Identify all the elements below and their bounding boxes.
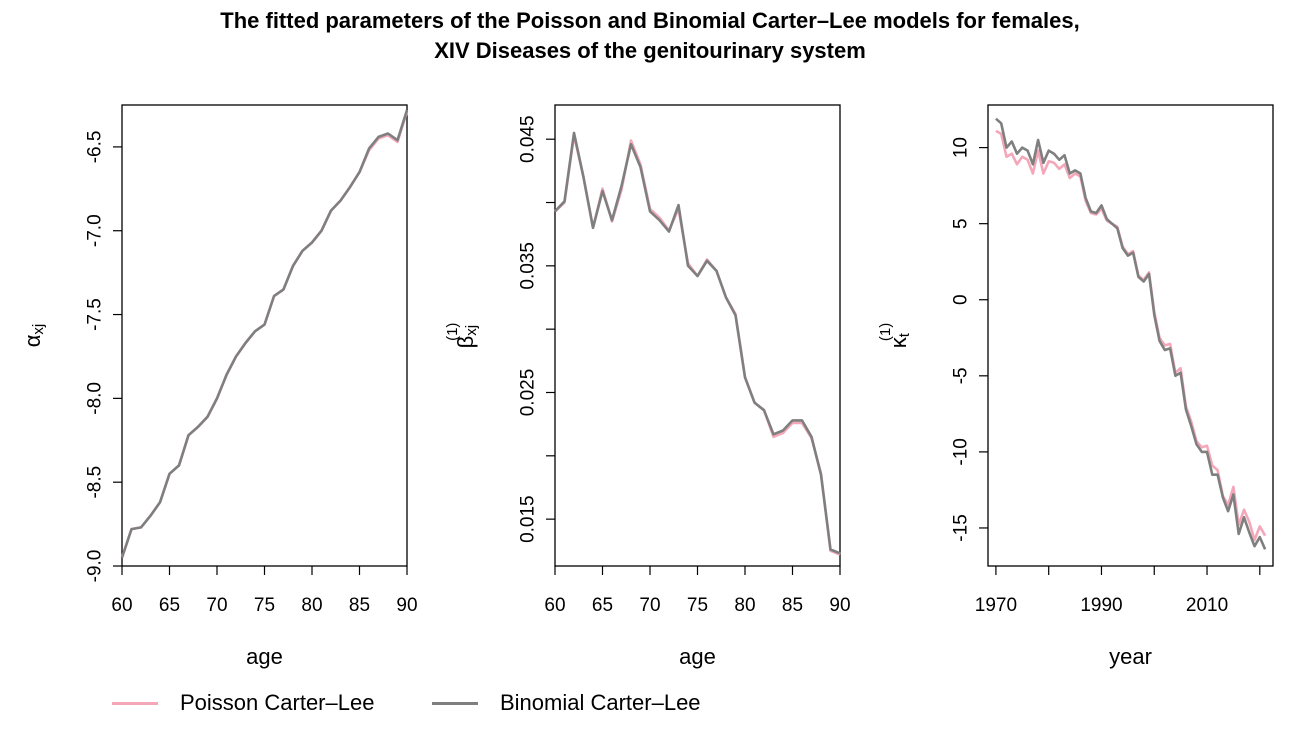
panel-1-frame xyxy=(121,104,408,567)
x-axis-label: age xyxy=(246,644,283,669)
y-tick-label: 5 xyxy=(951,218,972,229)
x-tick-label: 65 xyxy=(159,595,180,616)
x-axis-label: age xyxy=(679,644,716,669)
x-tick-label: 90 xyxy=(396,595,417,616)
y-tick-label: -9.0 xyxy=(85,550,106,583)
y-tick-label: -8.5 xyxy=(85,466,106,499)
y-tick-label: -10 xyxy=(951,438,972,465)
panel-2-frame xyxy=(554,104,841,567)
series-line-binomial xyxy=(554,131,841,555)
chart-title-line-2: XIV Diseases of the genitourinary system xyxy=(434,38,866,63)
x-tick-label: 70 xyxy=(639,595,660,616)
panel-3: 1970 1990 2010 -15 -10 -5 0 5 10 year κt(1) xyxy=(877,104,1274,669)
series-line-poisson xyxy=(995,129,1267,542)
x-tick-label: 60 xyxy=(544,595,565,616)
y-axis-label-symbol: α xyxy=(20,334,45,347)
y-axis-label-symbol: β xyxy=(453,336,478,349)
y-tick-label: 0.025 xyxy=(518,369,539,417)
legend-label-binomial: Binomial Carter–Lee xyxy=(500,690,701,715)
y-tick-label: -6.5 xyxy=(85,131,106,164)
y-tick-label: -5 xyxy=(951,367,972,384)
y-axis-label: αxj xyxy=(20,324,47,348)
x-tick-label: 85 xyxy=(782,595,803,616)
y-tick-label: 0.045 xyxy=(518,115,539,163)
y-axis-label-subscript: t xyxy=(896,332,913,337)
panel-1: 60 65 70 75 80 85 90 -9.0 -8.5 -8.0 -7.5 -7.0 -6.5 ag… xyxy=(20,104,418,669)
x-tick-label: 75 xyxy=(254,595,275,616)
y-tick-label: 10 xyxy=(951,137,972,158)
x-tick-label: 70 xyxy=(206,595,227,616)
series-line-poisson xyxy=(554,134,841,556)
y-axis-label-symbol: κ xyxy=(886,336,911,348)
legend-swatch-binomial xyxy=(432,701,478,705)
legend-item-poisson: Poisson Carter–Lee xyxy=(112,688,374,718)
x-tick-label: 65 xyxy=(592,595,613,616)
y-axis-label: κt(1) xyxy=(877,323,913,349)
y-axis-label-subscript: xj xyxy=(30,324,47,335)
x-tick-label: 1970 xyxy=(975,595,1017,616)
x-tick-label: 60 xyxy=(111,595,132,616)
y-axis-label: βxj(1) xyxy=(444,323,480,349)
legend-label-poisson: Poisson Carter–Lee xyxy=(180,690,375,715)
y-axis-label-subscript: xj xyxy=(463,325,480,336)
legend-item-binomial: Binomial Carter–Lee xyxy=(432,688,701,718)
series-line-binomial xyxy=(120,109,409,559)
y-tick-label: 0.035 xyxy=(518,242,539,290)
x-tick-label: 1990 xyxy=(1080,595,1122,616)
series-line-binomial xyxy=(995,117,1267,550)
panel-3-frame xyxy=(987,104,1274,567)
y-tick-label: -7.0 xyxy=(85,214,106,247)
y-tick-label: -8.0 xyxy=(85,382,106,415)
x-tick-label: 80 xyxy=(301,595,322,616)
x-axis-label: year xyxy=(1109,644,1152,669)
x-tick-label: 75 xyxy=(687,595,708,616)
y-axis-label-superscript: (1) xyxy=(444,323,461,341)
x-tick-label: 85 xyxy=(349,595,370,616)
x-tick-label: 2010 xyxy=(1186,595,1228,616)
y-axis-label-superscript: (1) xyxy=(877,323,894,341)
legend-swatch-poisson xyxy=(112,701,158,705)
x-tick-label: 80 xyxy=(734,595,755,616)
y-tick-label: -15 xyxy=(951,514,972,541)
y-tick-label: 0 xyxy=(951,294,972,305)
x-tick-label: 90 xyxy=(829,595,850,616)
y-tick-label: -7.5 xyxy=(85,298,106,331)
y-tick-label: 0.015 xyxy=(518,495,539,543)
panel-2: 60 65 70 75 80 85 90 0.015 0.025 0.035 0.045 age βxj… xyxy=(444,104,851,669)
chart-title-line-1: The fitted parameters of the Poisson and… xyxy=(220,8,1080,33)
